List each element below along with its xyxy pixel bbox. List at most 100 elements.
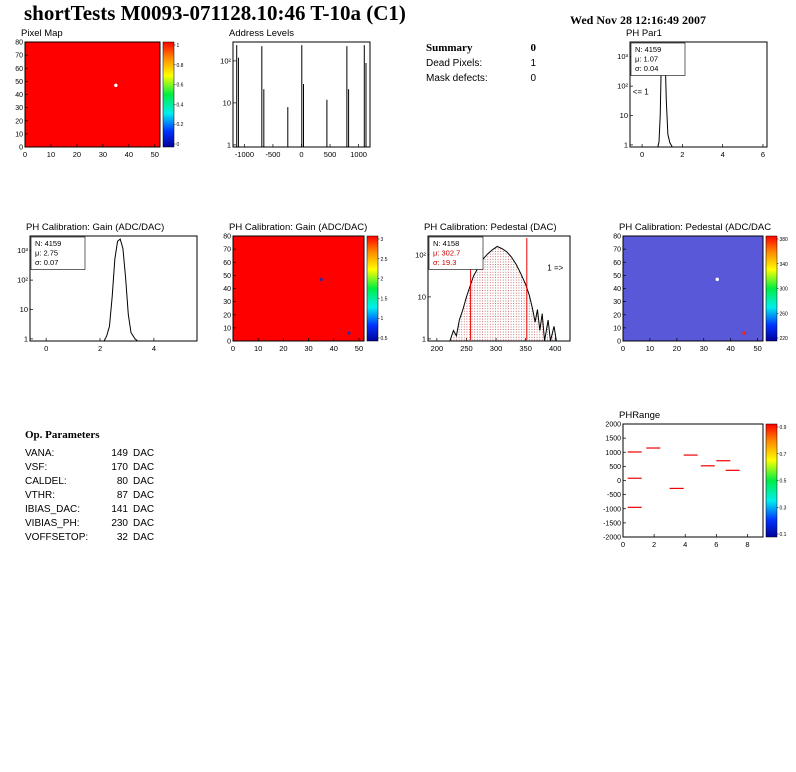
svg-text:2000: 2000 [605,422,621,429]
svg-text:0: 0 [177,142,180,148]
svg-text:10: 10 [223,98,231,107]
svg-text:300: 300 [780,287,789,293]
svg-text:σ: 19.3: σ: 19.3 [433,258,456,267]
gain-hist-chart: PH Calibration: Gain (ADC/DAC) 0 2 4 10³ 10² 1… [0,219,207,361]
svg-text:10³: 10³ [17,246,28,255]
op-parameter-value: 87 [116,490,128,501]
x-axis: 0 10 20 30 40 50 [231,338,363,353]
op-parameter-row: VOFFSETOP: 32 DAC [25,532,159,543]
op-parameter-row: VSF: 170 DAC [25,462,159,473]
ph-range-chart: PHRange 0 2 4 6 8 2000 1500 1000 500 0 -500 -1000 -15… [593,407,796,557]
svg-text:40: 40 [727,344,735,353]
series [319,277,351,335]
op-parameter-row: VIBIAS_PH: 230 DAC [25,518,159,529]
plot-title: Address Levels [229,28,294,39]
svg-text:220: 220 [780,336,789,342]
svg-text:σ: 0.04: σ: 0.04 [635,64,658,73]
svg-text:500: 500 [609,464,621,471]
svg-text:0.8: 0.8 [177,63,184,69]
summary-row-label: Dead Pixels: [426,58,483,69]
svg-text:1000: 1000 [350,150,367,159]
svg-text:10: 10 [418,292,426,301]
svg-text:80: 80 [223,234,231,241]
x-axis: 0 10 20 30 40 50 [23,144,159,159]
svg-text:4: 4 [721,150,725,159]
svg-text:30: 30 [613,299,621,306]
svg-text:2: 2 [680,150,684,159]
y-axis: 0 10 20 30 40 50 60 70 80 [223,234,236,346]
pedestal-hist-chart: PH Calibration: Pedestal (DAC) 200 250 300 3… [398,219,580,361]
svg-text:2: 2 [652,540,656,549]
summary-row: Dead Pixels: 1 [426,58,536,69]
svg-text:50: 50 [223,273,231,280]
svg-text:3: 3 [381,237,384,243]
svg-text:0.7: 0.7 [780,452,787,458]
y-axis: 0 10 20 30 40 50 60 70 80 [15,40,28,152]
svg-text:80: 80 [15,40,23,47]
svg-text:20: 20 [673,344,681,353]
y-axis: 10³ 10² 10 1 [617,52,633,149]
svg-text:40: 40 [125,150,133,159]
svg-text:40: 40 [330,344,338,353]
svg-text:70: 70 [613,247,621,254]
svg-text:20: 20 [15,118,23,125]
svg-text:60: 60 [15,66,23,73]
op-parameter-unit: DAC [133,490,155,501]
y-axis: 10² 10 1 [220,56,236,149]
op-parameters-heading: Op. Parameters [25,429,100,441]
plot-frame [622,235,764,342]
svg-text:0: 0 [621,540,625,549]
svg-text:-1000: -1000 [603,506,621,513]
colorbar: 0.9 0.7 0.5 0.3 0.1 [765,423,787,538]
svg-text:10³: 10³ [617,52,628,61]
plot-title: PH Calibration: Gain (ADC/DAC) [229,222,367,233]
svg-text:1: 1 [381,316,384,322]
svg-text:10: 10 [613,325,621,332]
series [715,277,746,335]
op-parameter-label: VTHR: [25,490,55,501]
series [236,45,367,147]
svg-text:0: 0 [23,150,27,159]
svg-text:10: 10 [620,111,628,120]
svg-text:8: 8 [745,540,749,549]
svg-text:0.6: 0.6 [177,83,184,89]
svg-text:0: 0 [231,344,235,353]
svg-text:1: 1 [227,140,231,149]
plot-title: PHRange [619,410,660,421]
svg-text:30: 30 [223,299,231,306]
y-axis: 0 10 20 30 40 50 60 70 80 [613,234,626,346]
report-timestamp: Wed Nov 28 12:16:49 2007 [570,13,706,27]
plot-title: PH Calibration: Pedestal (ADC/DAC [619,222,771,233]
svg-text:1: 1 [24,334,28,343]
svg-text:σ: 0.07: σ: 0.07 [35,258,58,267]
svg-text:0: 0 [19,145,23,152]
plot-title: Pixel Map [21,28,63,39]
summary-heading-row: Summary 0 [426,42,536,54]
svg-text:0.4: 0.4 [177,102,184,108]
colorbar: 1 0.8 0.6 0.4 0.2 0 [162,41,184,148]
svg-text:80: 80 [613,234,621,241]
svg-text:10: 10 [223,325,231,332]
svg-text:10²: 10² [415,250,426,259]
colorbar: 380 340 300 260 220 [765,235,789,342]
op-parameter-value: 32 [116,532,128,543]
svg-text:0: 0 [44,344,48,353]
svg-text:2: 2 [381,277,384,283]
svg-text:30: 30 [99,150,107,159]
svg-text:30: 30 [304,344,312,353]
svg-text:-500: -500 [607,492,621,499]
svg-text:-1500: -1500 [603,520,621,527]
svg-text:60: 60 [223,260,231,267]
svg-text:10: 10 [15,131,23,138]
svg-text:350: 350 [519,344,532,353]
op-parameter-unit: DAC [133,476,155,487]
op-parameter-value: 170 [111,462,128,473]
svg-text:1: 1 [422,334,426,343]
svg-text:6: 6 [714,540,718,549]
x-axis: 0 2 4 [44,338,156,353]
svg-text:N: 4158: N: 4158 [433,239,459,248]
op-parameter-label: VANA: [25,448,55,459]
svg-text:50: 50 [151,150,159,159]
summary-row: Mask defects: 0 [426,73,536,84]
